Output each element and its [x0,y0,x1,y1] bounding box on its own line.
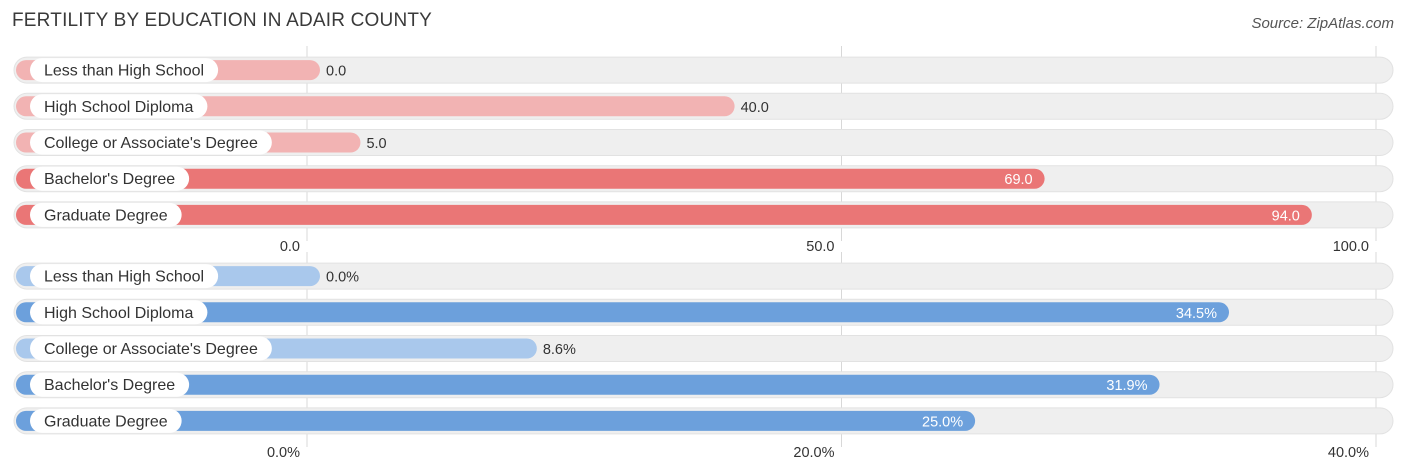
top-value-label: 0.0 [326,64,346,80]
top-tick-label: 100.0 [1333,239,1369,255]
bottom-value-label: 8.6% [543,342,576,358]
bottom-bar-track [13,262,1394,290]
bottom-bar [16,302,1230,323]
top-tick-label: 50.0 [806,239,834,255]
bottom-value-label: 34.5% [1176,306,1217,322]
bottom-value-label: 25.0% [922,414,963,430]
bottom-category-label: Less than High School [44,269,204,286]
top-value-label: 5.0 [366,136,386,152]
top-category-label: College or Associate's Degree [44,135,258,152]
bottom-value-label: 0.0% [326,270,359,286]
bottom-tick-label: 0.0% [267,445,300,461]
top-category-label: Graduate Degree [44,207,168,224]
bottom-category-pill [30,300,208,325]
top-category-label: Bachelor's Degree [44,171,175,188]
chart-title: FERTILITY BY EDUCATION IN ADAIR COUNTY [12,10,433,31]
bottom-category-pill [30,336,272,361]
bottom-category-label: Bachelor's Degree [44,377,175,394]
top-value-label: 94.0 [1272,208,1300,224]
bottom-bar [16,374,1160,395]
top-value-label: 40.0 [741,100,769,116]
bottom-tick-label: 40.0% [1328,445,1369,461]
top-category-pill [30,58,219,83]
top-bar-track [13,56,1394,84]
bottom-category-label: High School Diploma [44,305,194,322]
bottom-category-label: Graduate Degree [44,413,168,430]
bottom-value-label: 31.9% [1106,378,1147,394]
top-category-pill [30,130,272,155]
bottom-bar [16,410,976,431]
top-category-label: Less than High School [44,63,204,80]
top-value-label: 69.0 [1004,172,1032,188]
bottom-category-pill [30,264,219,289]
top-bar-track [13,129,1394,156]
source-label: Source: ZipAtlas.com [1251,15,1394,32]
top-category-pill [30,94,208,119]
bottom-category-pill [30,408,182,433]
top-category-pill [30,166,190,191]
top-tick-label: 0.0 [280,239,300,255]
bottom-category-label: College or Associate's Degree [44,341,258,358]
top-category-pill [30,202,182,227]
top-bar [16,204,1312,225]
top-bar [16,168,1045,189]
bottom-tick-label: 20.0% [793,445,834,461]
top-category-label: High School Diploma [44,99,194,116]
bottom-category-pill [30,372,190,397]
